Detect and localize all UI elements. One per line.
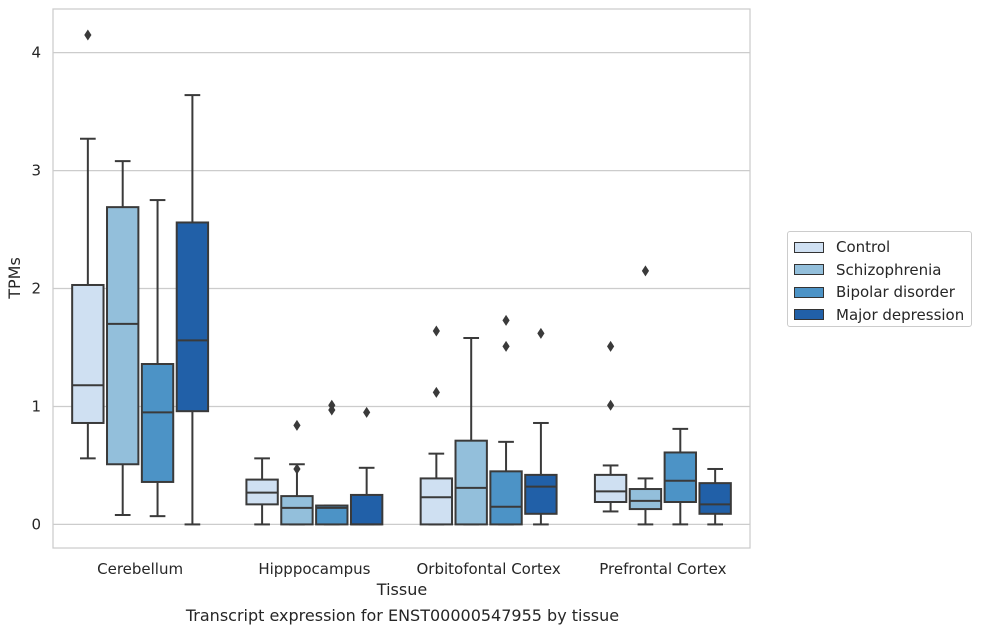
box-group-bipolar-disorder-3 — [489, 314, 523, 526]
legend: Control Schizophrenia Bipolar disorder M… — [787, 231, 972, 327]
outlier-point — [502, 340, 510, 352]
box-group-bipolar-disorder-1 — [140, 199, 175, 518]
box — [419, 477, 454, 526]
box — [593, 473, 628, 504]
box — [698, 482, 732, 515]
legend-swatch-control — [794, 241, 824, 253]
box-group-bipolar-disorder-4 — [663, 427, 697, 526]
outlier-point — [641, 265, 650, 277]
legend-label-control: Control — [836, 238, 891, 257]
y-axis-label: TPMs — [5, 257, 24, 300]
box-group-major-depression-4 — [698, 467, 732, 526]
x-tick-labels: Cerebellum Hipppocampus Orbitofontal Corte… — [97, 560, 726, 578]
legend-label-major-depression: Major depression — [836, 305, 965, 324]
outlier-point — [363, 406, 371, 418]
boxes — [71, 29, 732, 526]
x-tick-label-1: Cerebellum — [97, 560, 183, 578]
box-group-control-3 — [419, 325, 454, 526]
box — [175, 221, 210, 413]
box-group-control-2 — [245, 457, 279, 526]
outlier-point — [607, 340, 615, 352]
box — [454, 439, 488, 526]
legend-label-schizophrenia: Schizophrenia — [836, 260, 942, 279]
box — [315, 504, 349, 526]
x-tick-label-3: Orbitofontal Cortex — [417, 560, 561, 578]
box-group-major-depression-3 — [524, 327, 558, 526]
y-tick-label-0: 0 — [31, 515, 41, 533]
box — [349, 493, 384, 526]
box-group-schizophrenia-4 — [628, 265, 663, 526]
legend-swatch-bipolar-disorder — [794, 286, 824, 298]
outlier-point — [328, 399, 336, 411]
legend-item-bipolar-disorder: Bipolar disorder — [794, 281, 971, 304]
x-axis-label: Tissue — [376, 580, 427, 599]
box-group-control-4 — [593, 340, 628, 513]
box — [663, 451, 697, 504]
legend-label-bipolar-disorder: Bipolar disorder — [836, 283, 955, 302]
legend-item-control: Control — [794, 236, 971, 259]
box — [106, 206, 140, 466]
box-group-schizophrenia-1 — [106, 160, 140, 516]
box-group-schizophrenia-2 — [280, 419, 314, 526]
y-tick-label-3: 3 — [31, 162, 41, 180]
legend-swatch-major-depression — [794, 309, 824, 321]
box — [628, 488, 663, 511]
y-tick-label-1: 1 — [31, 397, 41, 415]
outlier-point — [84, 29, 92, 41]
legend-swatch-schizophrenia — [794, 264, 824, 276]
box-group-schizophrenia-3 — [454, 337, 488, 526]
outlier-point — [607, 399, 615, 411]
outlier-point — [432, 325, 440, 337]
y-tick-labels: 0 1 2 3 4 — [31, 44, 41, 534]
outlier-point — [293, 463, 301, 475]
outlier-point — [502, 314, 510, 326]
outlier-point — [537, 327, 545, 339]
chart-caption: Transcript expression for ENST0000054795… — [185, 606, 620, 625]
box-group-major-depression-2 — [349, 406, 384, 526]
box — [489, 470, 523, 526]
box — [140, 363, 175, 483]
outlier-point — [432, 386, 440, 398]
box-group-control-1 — [71, 29, 105, 460]
box — [280, 495, 314, 526]
x-tick-label-2: Hipppocampus — [258, 560, 370, 578]
plot-frame — [52, 8, 751, 549]
outlier-point — [293, 419, 301, 431]
legend-item-major-depression: Major depression — [794, 304, 971, 327]
box — [524, 473, 558, 515]
x-tick-label-4: Prefrontal Cortex — [599, 560, 726, 578]
box-group-bipolar-disorder-2 — [315, 399, 349, 526]
y-tick-label-4: 4 — [31, 44, 41, 62]
y-tick-label-2: 2 — [31, 280, 41, 298]
box — [71, 283, 105, 424]
legend-item-schizophrenia: Schizophrenia — [794, 259, 971, 282]
box-group-major-depression-1 — [175, 94, 210, 526]
